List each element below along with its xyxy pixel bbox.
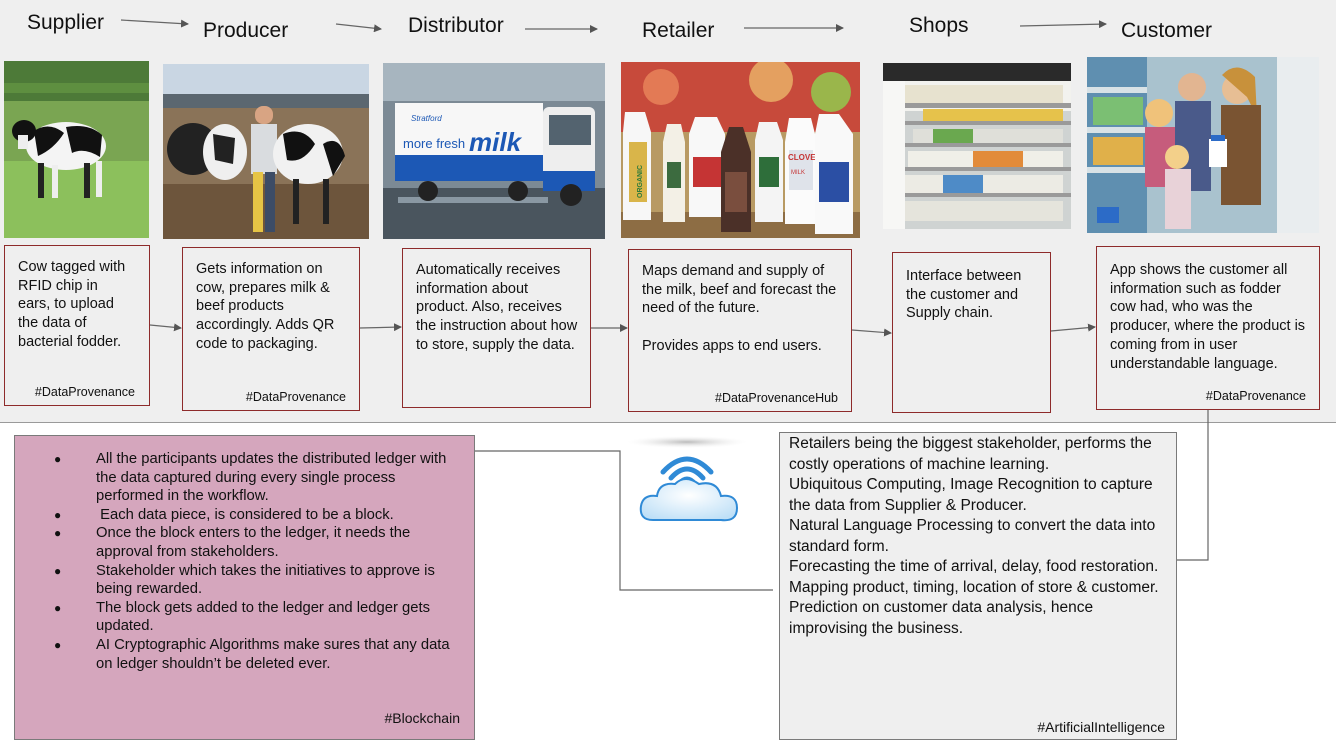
farmer-with-cows-photo [163,64,369,239]
milk-label-text: MILK [791,170,805,176]
organic-label-text: ORGANIC [637,165,644,198]
list-item: ● Stakeholder which takes the initiatives… [54,562,435,598]
stage-card-customer: App shows the customer all information s… [1096,246,1320,410]
stage-desc-producer: Gets information on cow, prepares milk &… [196,261,335,352]
stage-desc-shops: Interface between the customer and Suppl… [906,268,1022,322]
bullet-icon: ● [54,563,62,578]
milk-bottles-photo: ORGANIC CLOVER MILK [621,62,860,238]
stage-desc-customer: App shows the customer all information s… [1110,262,1306,372]
stage-card-shops: Interface between the customer and Suppl… [892,252,1051,413]
truck-slogan-line1: more fresh [403,136,465,151]
stage-desc-supplier: Cow tagged with RFID chip in ears, to up… [18,259,126,350]
ai-line: Natural Language Processing to convert t… [789,517,1156,555]
supermarket-shelves-photo [883,63,1071,229]
clover-label-text: CLOVER [788,153,822,162]
ai-line: Mapping product, timing, location of sto… [789,578,1159,596]
stage-tag-producer: #DataProvenance [245,390,346,405]
bullet-icon: ● [54,526,62,541]
blockchain-bullet-list: ● All the participants updates the distri… [15,436,474,673]
bullet-icon: ● [54,637,62,652]
list-item: ● All the participants updates the distri… [54,451,447,505]
bullet-icon: ● [54,452,62,466]
ai-line: Forecasting the time of arrival, delay, … [789,558,1159,575]
stage-title-shops: Shops [909,14,969,37]
cow-in-field-photo [4,61,149,238]
stage-title-supplier: Supplier [27,11,105,34]
stage-title-customer: Customer [1121,19,1213,42]
truck-brand-text: Stratford [411,114,442,123]
blockchain-tag: #Blockchain [384,710,461,727]
artificial-intelligence-panel: Retailers being the biggest stakeholder,… [779,432,1177,740]
stage-card-supplier: Cow tagged with RFID chip in ears, to up… [4,245,150,406]
stage-title-distributor: Distributor [408,14,504,37]
ai-tag: #ArtificialIntelligence [1037,718,1165,735]
list-item: ● Each data piece, is considered to be a… [54,506,394,523]
family-shopping-photo [1087,57,1319,233]
wireless-cloud-icon [625,430,750,535]
stage-title-producer: Producer [203,19,289,42]
list-item: ● The block gets added to the ledger and … [54,599,430,635]
truck-slogan-line2: milk [469,127,523,157]
ai-line: Ubiquitous Computing, Image Recognition … [789,476,1153,514]
stage-desc-distributor: Automatically receives information about… [416,262,578,353]
stage-tag-retailer: #DataProvenanceHub [715,391,838,406]
milk-truck-photo: Stratford more fresh milk [383,63,605,239]
bullet-icon: ● [54,507,62,522]
stage-title-retailer: Retailer [642,19,715,42]
connector-customer-ai [1177,410,1209,561]
stage-card-distributor: Automatically receives information about… [402,248,591,408]
ai-line: Prediction on customer data analysis, he… [789,599,1094,637]
list-item: ● AI Cryptographic Algorithms make sures … [54,636,450,672]
stage-card-producer: Gets information on cow, prepares milk &… [182,247,360,411]
ai-line: Retailers being the biggest stakeholder,… [789,435,1152,473]
stage-tag-customer: #DataProvenance [1205,389,1306,404]
list-item: ● Once the block enters to the ledger, it… [54,525,411,560]
stage-desc-retailer: Maps demand and supply of the milk, beef… [642,263,837,354]
bullet-icon: ● [54,600,62,615]
stage-card-retailer: Maps demand and supply of the milk, beef… [628,249,852,412]
stage-tag-supplier: #DataProvenance [34,385,135,400]
blockchain-panel: ● All the participants updates the distri… [14,435,475,740]
